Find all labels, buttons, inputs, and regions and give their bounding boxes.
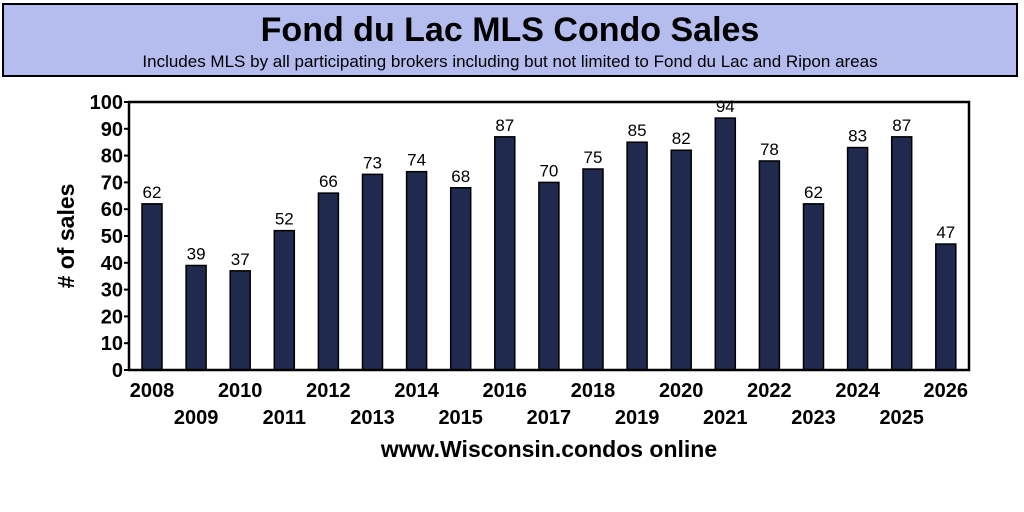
- bar-value-label: 52: [275, 210, 294, 229]
- y-tick-label: 60: [101, 199, 123, 221]
- y-tick-label: 30: [101, 280, 123, 302]
- bar-value-label: 87: [495, 116, 514, 135]
- page-subtitle: Includes MLS by all participating broker…: [142, 52, 878, 71]
- x-tick-label: 2011: [263, 407, 306, 429]
- bar-value-label: 73: [363, 153, 382, 172]
- x-tick-label: 2024: [835, 380, 880, 402]
- x-tick-label: 2015: [438, 407, 483, 429]
- bar-value-label: 75: [584, 148, 603, 167]
- y-tick-label: 0: [112, 360, 123, 382]
- x-tick-label: 2026: [924, 380, 969, 402]
- y-tick-label: 100: [90, 92, 123, 114]
- x-tick-label: 2016: [483, 380, 528, 402]
- x-tick-label: 2014: [394, 380, 439, 402]
- x-tick-label: 2021: [703, 407, 748, 429]
- chart-bar: [758, 160, 781, 371]
- bar-value-label: 47: [936, 223, 955, 242]
- y-tick-label: 70: [101, 172, 123, 194]
- bar-value-label: 62: [804, 183, 823, 202]
- chart-bar: [141, 203, 163, 371]
- chart-bar: [361, 173, 384, 371]
- x-tick-label: 2017: [527, 407, 572, 429]
- bar-value-label: 39: [187, 244, 206, 263]
- x-tick-label: 2009: [174, 407, 219, 429]
- chart-bar: [846, 146, 869, 371]
- chart-bar: [405, 170, 428, 371]
- chart-bar: [185, 264, 207, 371]
- bar-value-label: 70: [539, 161, 558, 180]
- x-tick-label: 2008: [130, 380, 175, 402]
- chart-bar: [670, 149, 692, 371]
- y-tick-label: 40: [101, 253, 123, 275]
- chart-bar: [935, 243, 957, 371]
- chart-bar: [890, 136, 913, 371]
- x-tick-label: 2012: [306, 380, 351, 402]
- chart-bar: [538, 181, 560, 371]
- chart-bar: [582, 168, 604, 371]
- y-axis-label: # of sales: [53, 184, 79, 289]
- chart-bar: [494, 136, 516, 371]
- bar-value-label: 66: [319, 172, 338, 191]
- bar-value-label: 78: [760, 140, 779, 159]
- bar-value-label: 94: [716, 97, 735, 116]
- x-tick-label: 2018: [571, 380, 616, 402]
- y-tick-label: 10: [101, 333, 123, 355]
- chart-bar: [449, 187, 472, 371]
- chart-bar: [317, 192, 340, 371]
- chart-bar: [229, 270, 251, 371]
- x-tick-label: 2010: [218, 380, 263, 402]
- bar-value-label: 37: [231, 250, 250, 269]
- header-banner: Fond du Lac MLS Condo Sales Includes MLS…: [2, 3, 1018, 77]
- x-tick-label: 2019: [615, 407, 660, 429]
- bar-value-label: 87: [892, 116, 911, 135]
- x-tick-label: 2023: [791, 407, 836, 429]
- x-tick-label: 2025: [879, 407, 924, 429]
- chart-bar: [714, 117, 737, 371]
- x-tick-label: 2013: [350, 407, 395, 429]
- bar-value-label: 82: [672, 129, 691, 148]
- x-tick-label: 2020: [659, 380, 704, 402]
- footer-website: www.Wisconsin.condos online: [380, 436, 718, 462]
- y-tick-label: 80: [101, 146, 123, 168]
- y-tick-label: 90: [101, 119, 123, 141]
- chart-bar: [626, 141, 648, 371]
- x-tick-label: 2022: [747, 380, 792, 402]
- bar-value-label: 68: [451, 167, 470, 186]
- chart-bar: [802, 203, 825, 371]
- bar-value-label: 85: [628, 121, 647, 140]
- bar-value-label: 83: [848, 127, 867, 146]
- y-tick-label: 50: [101, 226, 123, 248]
- page-title: Fond du Lac MLS Condo Sales: [260, 11, 760, 49]
- y-tick-label: 20: [101, 306, 123, 328]
- chart-bar: [273, 229, 296, 371]
- bar-value-label: 62: [143, 183, 162, 202]
- bar-value-label: 74: [407, 151, 426, 170]
